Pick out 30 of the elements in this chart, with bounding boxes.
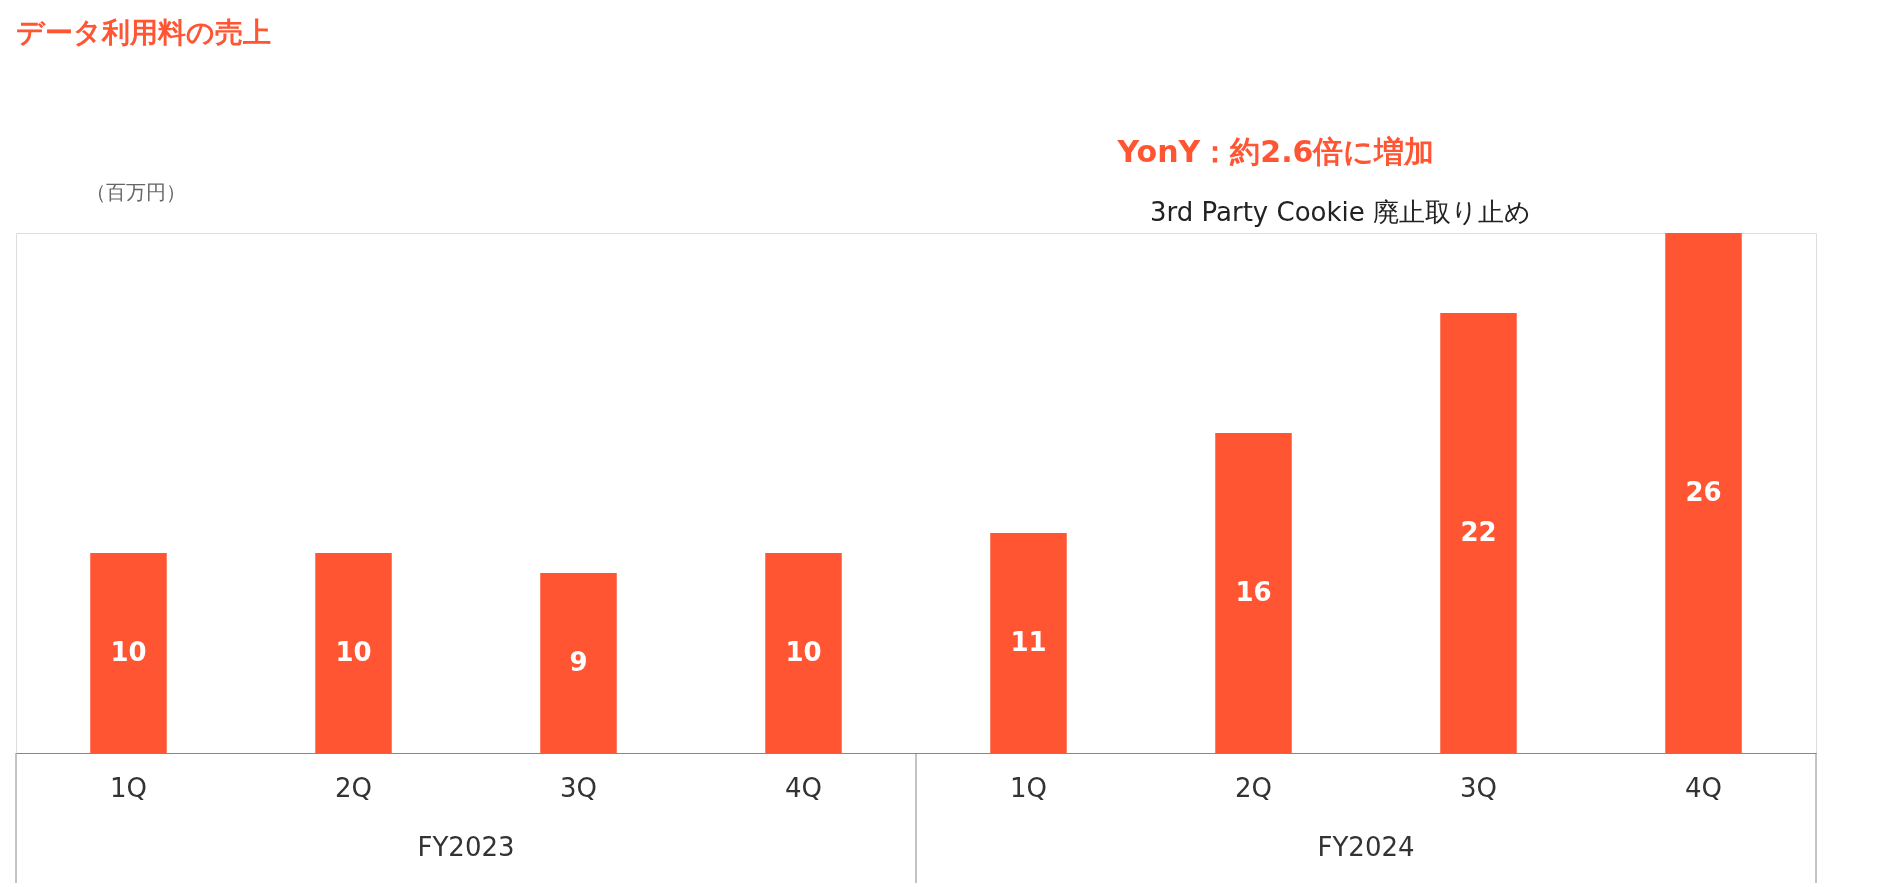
bar: [765, 553, 842, 753]
data-label: 9: [569, 647, 588, 677]
bar: [1440, 313, 1517, 753]
bar: [1215, 433, 1292, 753]
data-label: 10: [335, 637, 372, 667]
data-label: 11: [1010, 627, 1047, 657]
x-tick-label: 1Q: [1009, 772, 1048, 803]
data-label: 26: [1685, 477, 1722, 507]
x-tick-label: 2Q: [1234, 772, 1273, 803]
x-tick-label: 4Q: [1684, 772, 1723, 803]
bar: [315, 553, 392, 753]
x-tick-label: 3Q: [559, 772, 598, 803]
bar: [990, 533, 1067, 753]
x-tick-label: 1Q: [109, 772, 148, 803]
text: FY2024: [1317, 832, 1415, 862]
data-label: 10: [110, 637, 147, 667]
bar: [90, 553, 167, 753]
x-tick-label: 4Q: [784, 772, 823, 803]
text: YonY：約2.6倍に増加: [1116, 134, 1435, 169]
text: 3rd Party Cookie 廃止取り止め: [1150, 197, 1532, 227]
data-label: 22: [1460, 517, 1497, 547]
text: FY2023: [417, 832, 515, 862]
text: （百万円）: [86, 180, 186, 204]
data-label: 16: [1235, 577, 1272, 607]
chart-title: データ利用料の売上: [15, 16, 271, 49]
x-tick-label: 2Q: [334, 772, 373, 803]
x-tick-label: 3Q: [1459, 772, 1498, 803]
data-label: 10: [785, 637, 822, 667]
bar: [1665, 233, 1742, 753]
bar: [540, 573, 617, 753]
